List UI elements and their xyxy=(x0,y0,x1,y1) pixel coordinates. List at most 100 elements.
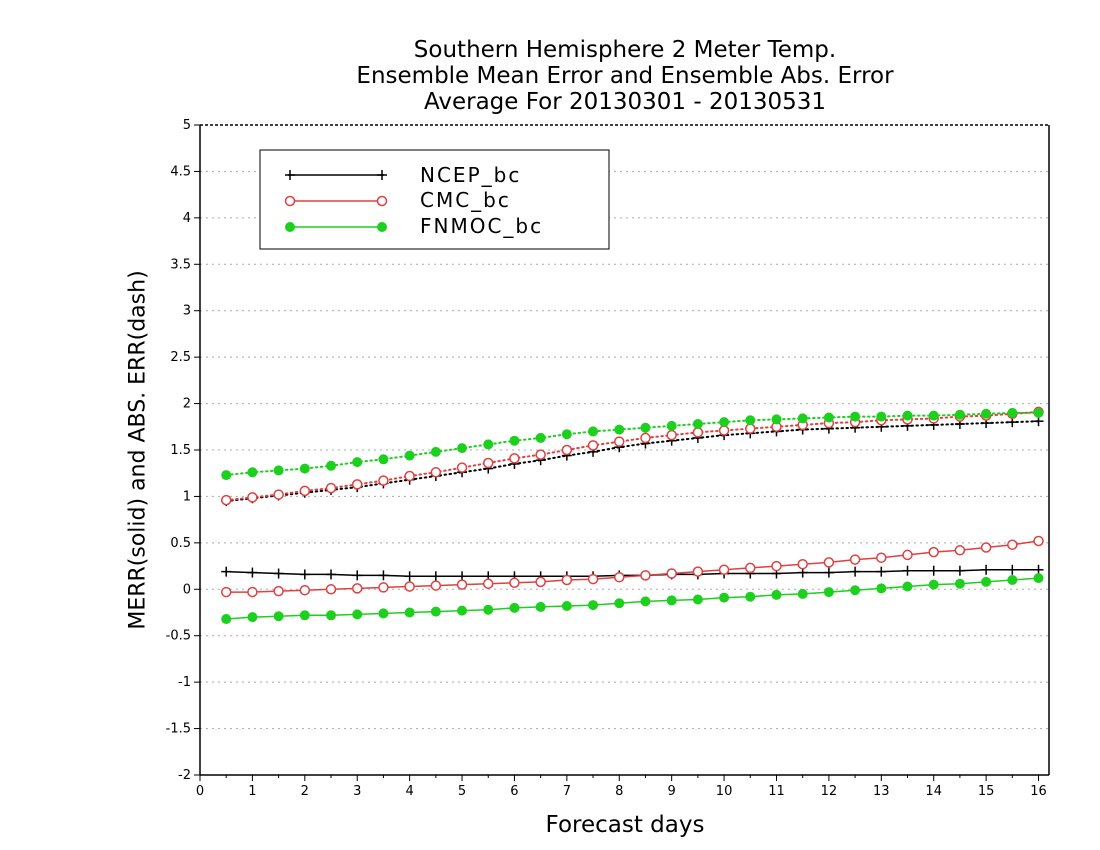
legend-marker-fnmoc-bc xyxy=(377,222,387,232)
data-point-fnmoc-bc-merr xyxy=(850,585,861,596)
data-point-fnmoc-bc-abs-err xyxy=(640,422,651,433)
legend-marker-cmc-bc xyxy=(376,195,388,207)
data-point-cmc-bc-merr xyxy=(587,573,599,585)
legend-marker-ncep-bc xyxy=(377,170,387,180)
data-point-ncep-bc-merr xyxy=(326,569,337,580)
data-point-fnmoc-bc-merr xyxy=(745,591,756,602)
x-tick-label: 11 xyxy=(768,784,785,799)
data-point-cmc-bc-merr xyxy=(535,576,546,588)
data-point-fnmoc-bc-merr xyxy=(1007,575,1018,585)
data-point-fnmoc-bc-merr xyxy=(981,576,992,587)
data-point-fnmoc-bc-merr xyxy=(457,605,468,616)
data-point-fnmoc-bc-merr xyxy=(509,602,520,613)
data-point-ncep-bc-merr xyxy=(1033,564,1044,575)
data-point-fnmoc-bc-merr xyxy=(666,595,677,606)
x-tick-label: 2 xyxy=(301,784,309,799)
data-point-cmc-bc-abs-err xyxy=(247,492,258,503)
data-point-fnmoc-bc-abs-err xyxy=(509,435,520,446)
data-point-cmc-bc-merr xyxy=(247,586,258,598)
data-point-cmc-bc-merr xyxy=(876,552,887,563)
data-point-fnmoc-bc-abs-err xyxy=(561,429,572,440)
data-point-cmc-bc-abs-err xyxy=(482,457,494,469)
data-point-fnmoc-bc-merr xyxy=(954,578,965,589)
data-point-fnmoc-bc-merr xyxy=(326,610,337,621)
data-point-fnmoc-bc-merr xyxy=(561,601,572,611)
x-tick-label: 7 xyxy=(563,784,571,799)
x-axis-title: Forecast days xyxy=(545,812,705,838)
data-point-fnmoc-bc-abs-err xyxy=(797,413,808,424)
y-tick-label: 0.5 xyxy=(170,536,191,551)
x-tick-label: 5 xyxy=(458,784,466,799)
data-point-cmc-bc-abs-err xyxy=(456,462,468,473)
data-point-cmc-bc-merr xyxy=(640,570,651,581)
data-point-fnmoc-bc-abs-err xyxy=(692,419,703,429)
data-point-fnmoc-bc-merr xyxy=(876,583,887,594)
data-point-ncep-bc-merr xyxy=(221,566,232,577)
data-point-cmc-bc-merr xyxy=(771,560,782,572)
data-point-cmc-bc-merr xyxy=(561,574,573,586)
data-point-fnmoc-bc-abs-err xyxy=(981,408,992,419)
x-tick-label: 13 xyxy=(873,784,890,799)
series-line-cmc-bc-merr xyxy=(226,540,1039,593)
data-point-cmc-bc-merr xyxy=(351,583,363,594)
data-point-cmc-bc-merr xyxy=(1007,539,1018,550)
data-point-cmc-bc-abs-err xyxy=(430,467,442,478)
data-point-fnmoc-bc-abs-err xyxy=(535,432,546,443)
series-line-fnmoc-bc-abs-err xyxy=(225,411,1040,477)
data-point-fnmoc-bc-merr xyxy=(273,611,284,622)
data-point-fnmoc-bc-abs-err xyxy=(719,417,730,428)
data-point-cmc-bc-abs-err xyxy=(378,475,389,486)
x-tick-label: 3 xyxy=(353,784,361,799)
data-point-fnmoc-bc-abs-err xyxy=(771,414,782,425)
data-point-ncep-bc-merr xyxy=(352,570,363,581)
legend-label-ncep: NCEP_bc xyxy=(420,163,522,187)
data-point-ncep-bc-abs-err xyxy=(1033,416,1044,427)
x-tick-label: 6 xyxy=(510,784,518,799)
data-point-cmc-bc-merr xyxy=(902,549,913,561)
y-tick-label: 1 xyxy=(183,489,191,504)
data-point-cmc-bc-merr xyxy=(745,562,756,574)
data-point-fnmoc-bc-abs-err xyxy=(483,439,494,450)
data-point-ncep-bc-merr xyxy=(928,565,939,576)
data-point-cmc-bc-merr xyxy=(273,585,284,597)
data-point-cmc-bc-merr xyxy=(378,582,389,593)
data-point-cmc-bc-merr xyxy=(718,564,730,576)
data-point-ncep-bc-merr xyxy=(378,570,389,581)
data-point-cmc-bc-merr xyxy=(299,584,311,596)
y-tick-label: 3.5 xyxy=(170,257,191,272)
y-tick-label: 3 xyxy=(183,304,191,319)
data-point-fnmoc-bc-abs-err xyxy=(745,415,756,426)
data-point-fnmoc-bc-merr xyxy=(928,579,939,590)
data-point-fnmoc-bc-abs-err xyxy=(588,426,599,437)
data-point-cmc-bc-abs-err xyxy=(535,449,546,460)
data-point-fnmoc-bc-merr xyxy=(640,596,651,607)
data-point-fnmoc-bc-merr xyxy=(221,614,232,624)
data-point-fnmoc-bc-merr xyxy=(823,587,834,598)
data-point-fnmoc-bc-merr xyxy=(352,609,363,620)
data-point-cmc-bc-abs-err xyxy=(561,444,573,456)
data-point-fnmoc-bc-merr xyxy=(378,608,389,619)
data-point-cmc-bc-merr xyxy=(954,545,966,556)
data-point-fnmoc-bc-merr xyxy=(902,581,913,592)
data-point-cmc-bc-abs-err xyxy=(692,427,704,438)
x-tick-label: 14 xyxy=(925,784,942,799)
data-point-ncep-bc-merr xyxy=(247,567,258,578)
data-point-ncep-bc-merr xyxy=(954,565,965,576)
data-point-fnmoc-bc-abs-err xyxy=(823,412,834,423)
chart-title-line-2: Ensemble Mean Error and Ensemble Abs. Er… xyxy=(356,63,894,89)
y-tick-label: -1.5 xyxy=(166,722,191,737)
legend-marker-cmc-bc xyxy=(284,195,296,207)
data-point-cmc-bc-merr xyxy=(325,584,337,595)
data-point-cmc-bc-merr xyxy=(430,580,442,591)
data-point-ncep-bc-merr xyxy=(273,568,284,579)
series-layer xyxy=(220,406,1044,624)
data-point-cmc-bc-merr xyxy=(797,558,808,570)
data-point-ncep-bc-merr xyxy=(823,567,834,578)
data-point-fnmoc-bc-abs-err xyxy=(954,409,965,420)
legend xyxy=(259,149,610,250)
data-point-cmc-bc-abs-err xyxy=(299,485,311,497)
x-tick-label: 12 xyxy=(821,784,838,799)
legend-marker-fnmoc-bc xyxy=(285,222,295,232)
data-point-fnmoc-bc-merr xyxy=(430,606,441,617)
data-point-cmc-bc-abs-err xyxy=(718,425,730,436)
